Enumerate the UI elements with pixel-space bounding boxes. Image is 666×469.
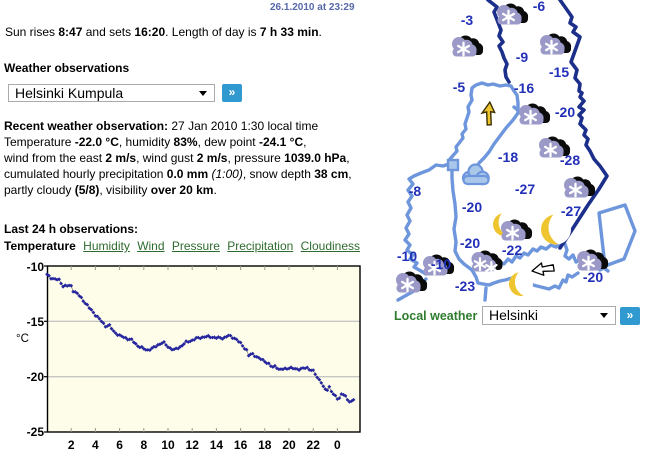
svg-text:-28: -28 xyxy=(560,152,580,168)
svg-text:0: 0 xyxy=(334,438,341,452)
svg-text:-25: -25 xyxy=(27,425,45,439)
svg-text:8: 8 xyxy=(140,438,147,452)
svg-text:-20: -20 xyxy=(555,104,575,120)
svg-text:20: 20 xyxy=(282,438,296,452)
svg-text:18: 18 xyxy=(258,438,272,452)
svg-text:-8: -8 xyxy=(409,183,422,199)
svg-text:4: 4 xyxy=(92,438,99,452)
svg-text:-15: -15 xyxy=(549,64,569,80)
svg-text:22: 22 xyxy=(307,438,321,452)
svg-text:-10: -10 xyxy=(397,248,417,264)
svg-text:-5: -5 xyxy=(453,79,466,95)
svg-text:14: 14 xyxy=(210,438,224,452)
svg-text:°C: °C xyxy=(16,333,29,345)
svg-text:-20: -20 xyxy=(583,269,603,285)
svg-text:10: 10 xyxy=(161,438,175,452)
svg-text:12: 12 xyxy=(186,438,200,452)
svg-text:16: 16 xyxy=(234,438,248,452)
svg-text:6: 6 xyxy=(116,438,123,452)
svg-text:-18: -18 xyxy=(498,149,518,165)
svg-text:-10: -10 xyxy=(431,256,451,272)
svg-text:-20: -20 xyxy=(460,235,480,251)
svg-text:-10: -10 xyxy=(27,260,45,274)
svg-text:-9: -9 xyxy=(516,49,529,65)
svg-text:-20: -20 xyxy=(27,370,45,384)
svg-text:-20: -20 xyxy=(462,199,482,215)
svg-text:-16: -16 xyxy=(514,80,534,96)
svg-text:-22: -22 xyxy=(502,242,522,258)
svg-text:-6: -6 xyxy=(533,0,546,14)
svg-text:-3: -3 xyxy=(461,12,474,28)
svg-text:-27: -27 xyxy=(561,203,581,219)
svg-text:-27: -27 xyxy=(515,181,535,197)
svg-text:2: 2 xyxy=(68,438,75,452)
svg-text:-23: -23 xyxy=(455,278,475,294)
svg-text:-15: -15 xyxy=(27,315,45,329)
